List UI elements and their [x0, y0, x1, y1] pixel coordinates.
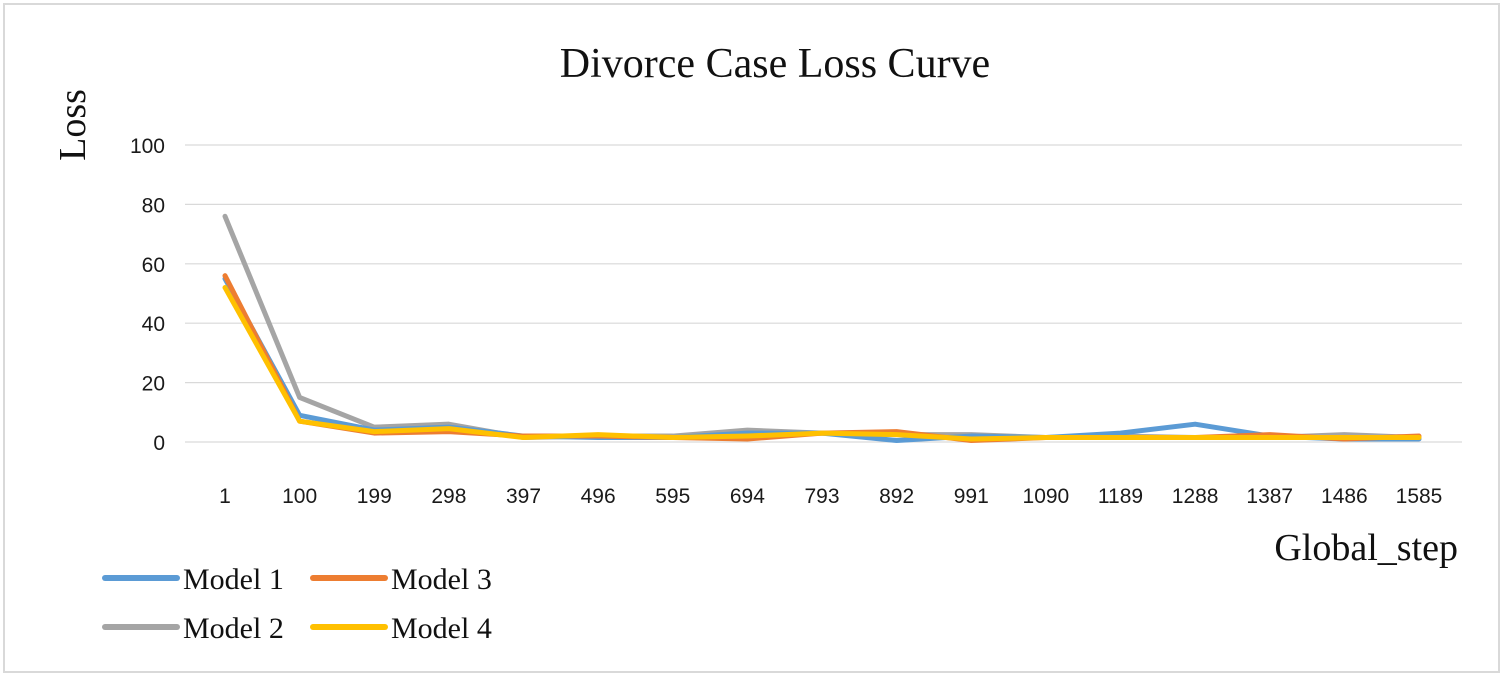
- x-axis-title: Global_step: [1274, 527, 1458, 569]
- x-tick-label: 1486: [1321, 485, 1368, 508]
- x-tick-label: 1585: [1396, 485, 1443, 508]
- y-tick-label: 60: [142, 254, 165, 277]
- legend-label-model-1: Model 1: [183, 563, 284, 596]
- legend-label-model-2: Model 2: [183, 612, 284, 645]
- series-line-model-4: [222, 285, 1422, 442]
- series-lines: [222, 213, 1422, 444]
- y-tick-label: 0: [153, 432, 165, 455]
- y-tick-label: 100: [130, 135, 165, 158]
- x-tick-label: 1387: [1246, 485, 1293, 508]
- y-axis-ticks: 0 20 40 60 80 100: [130, 135, 165, 455]
- x-tick-label: 100: [282, 485, 317, 508]
- y-tick-label: 20: [142, 373, 165, 396]
- legend-label-model-3: Model 3: [391, 563, 492, 596]
- x-tick-label: 991: [954, 485, 989, 508]
- gridlines: [185, 144, 1462, 443]
- chart-title: Divorce Case Loss Curve: [560, 41, 990, 87]
- x-axis-ticks: 1 100 199 298 397 496 595 694 793 892 991 1090 1189 1…: [219, 485, 1442, 508]
- x-tick-label: 397: [506, 485, 541, 508]
- series-line-model-1: [222, 276, 1422, 444]
- y-tick-label: 40: [142, 313, 165, 336]
- y-axis-title: Loss: [52, 89, 94, 161]
- y-tick-label: 80: [142, 194, 165, 217]
- series-line-model-3: [222, 273, 1422, 444]
- chart-frame: Divorce Case Loss Curve Loss Global_step…: [3, 3, 1500, 673]
- series-line-model-2: [222, 213, 1422, 441]
- legend-label-model-4: Model 4: [391, 612, 492, 645]
- x-tick-label: 298: [431, 485, 466, 508]
- x-tick-label: 496: [581, 485, 616, 508]
- x-tick-label: 595: [655, 485, 690, 508]
- x-tick-label: 694: [730, 485, 765, 508]
- x-tick-label: 892: [879, 485, 914, 508]
- line-chart: Divorce Case Loss Curve Loss Global_step…: [52, 41, 1462, 645]
- x-tick-label: 1090: [1023, 485, 1070, 508]
- x-tick-label: 199: [357, 485, 392, 508]
- x-tick-label: 1288: [1172, 485, 1219, 508]
- x-tick-label: 1189: [1098, 485, 1143, 508]
- x-tick-label: 1: [219, 485, 231, 508]
- x-tick-label: 793: [804, 485, 839, 508]
- legend: Model 1 Model 2 Model 3 Model 4: [102, 563, 492, 645]
